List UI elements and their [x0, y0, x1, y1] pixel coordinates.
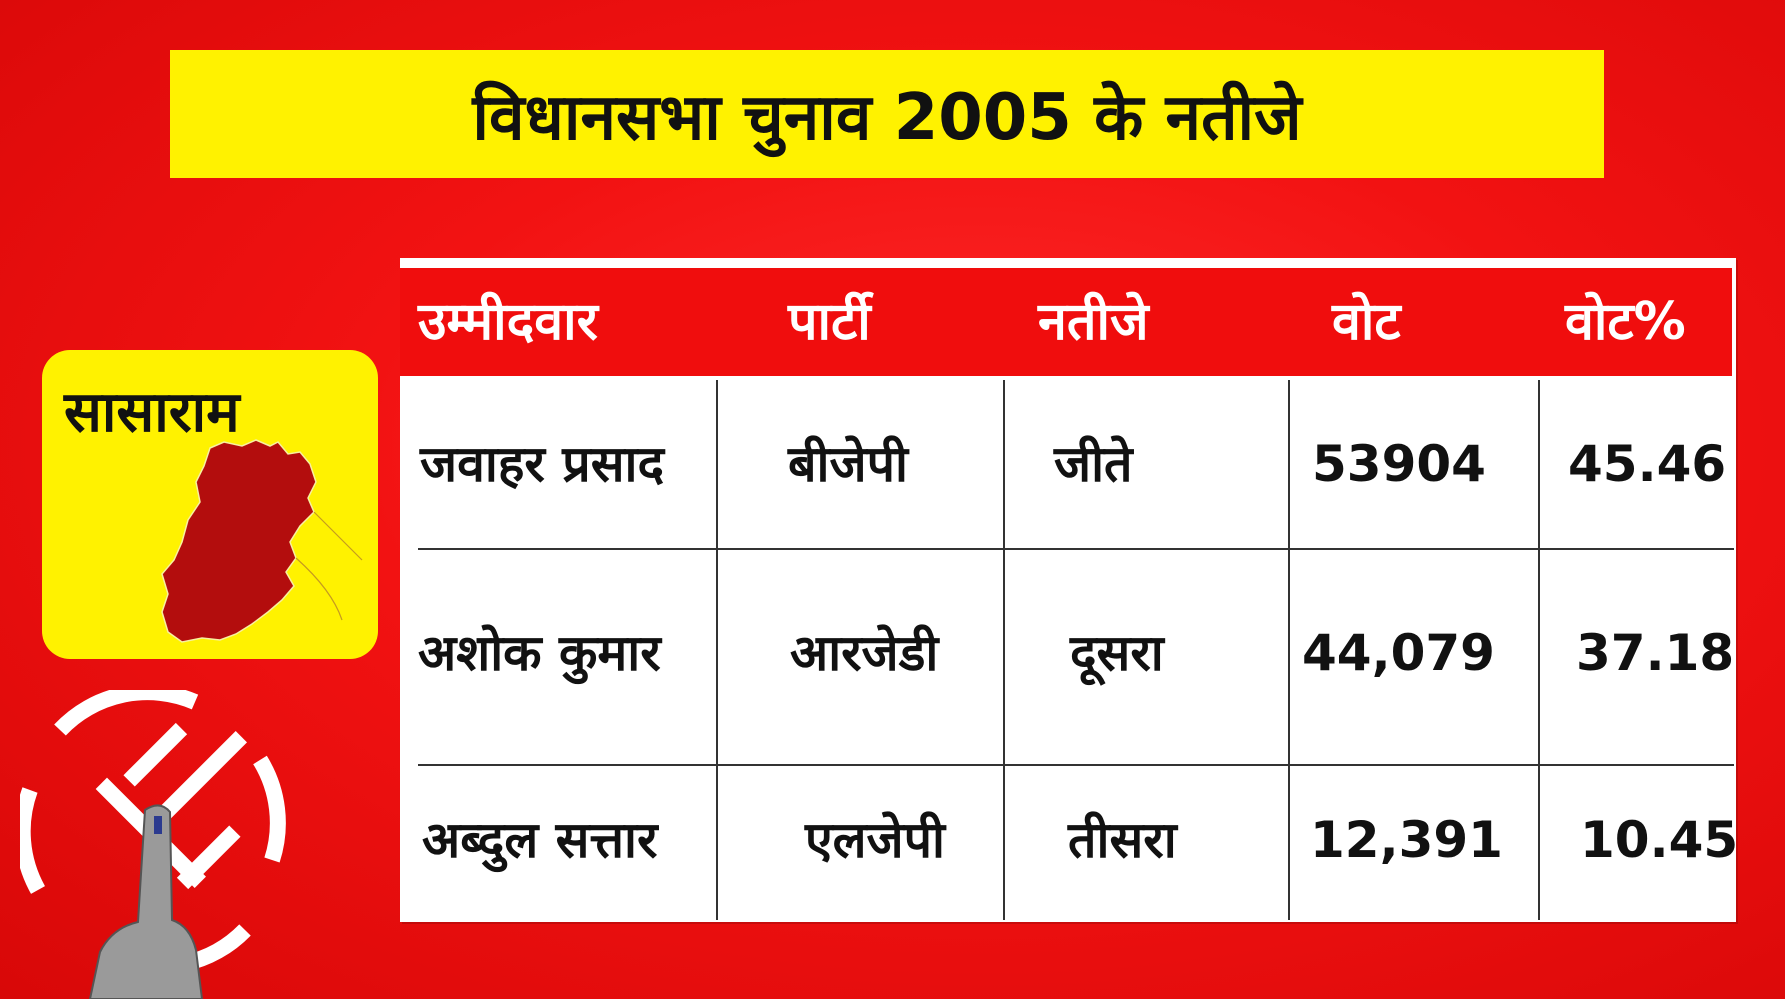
header-candidate: उम्मीदवार	[418, 292, 598, 352]
result-status: दूसरा	[1070, 624, 1164, 682]
column-divider	[716, 380, 718, 920]
row-divider	[418, 764, 1734, 766]
results-table: उम्मीदवार पार्टी नतीजे वोट वोट% जवाहर प्…	[400, 258, 1739, 922]
election-symbol-icon	[20, 690, 286, 999]
candidate-name: अशोक कुमार	[418, 624, 661, 682]
party-name: आरजेडी	[790, 624, 939, 682]
table-header-row: उम्मीदवार पार्टी नतीजे वोट वोट%	[400, 268, 1732, 376]
result-status: जीते	[1054, 435, 1133, 493]
vote-count: 12,391	[1310, 811, 1503, 869]
constituency-name: सासाराम	[64, 380, 240, 445]
party-name: एलजेपी	[805, 811, 945, 869]
vote-percent: 37.18	[1576, 624, 1735, 682]
header-party: पार्टी	[788, 292, 871, 352]
vote-percent: 45.46	[1568, 435, 1727, 493]
column-divider	[1003, 380, 1005, 920]
header-result: नतीजे	[1038, 292, 1149, 352]
title-banner: विधानसभा चुनाव 2005 के नतीजे	[170, 50, 1604, 178]
candidate-name: जवाहर प्रसाद	[420, 435, 665, 493]
vote-percent: 10.45	[1580, 811, 1739, 869]
column-divider	[1288, 380, 1290, 920]
row-divider	[418, 548, 1734, 550]
constituency-card: सासाराम	[42, 350, 378, 659]
candidate-name: अब्दुल सत्तार	[422, 811, 658, 869]
header-vote-percent: वोट%	[1565, 292, 1686, 352]
column-divider	[1538, 380, 1540, 920]
vote-count: 53904	[1312, 435, 1486, 493]
party-name: बीजेपी	[788, 435, 908, 493]
voting-finger-icon	[88, 804, 204, 999]
constituency-map-icon	[161, 439, 363, 643]
vote-count: 44,079	[1302, 624, 1495, 682]
page-title: विधानसभा चुनाव 2005 के नतीजे	[472, 80, 1302, 155]
header-votes: वोट	[1332, 292, 1401, 352]
result-status: तीसरा	[1068, 811, 1177, 869]
